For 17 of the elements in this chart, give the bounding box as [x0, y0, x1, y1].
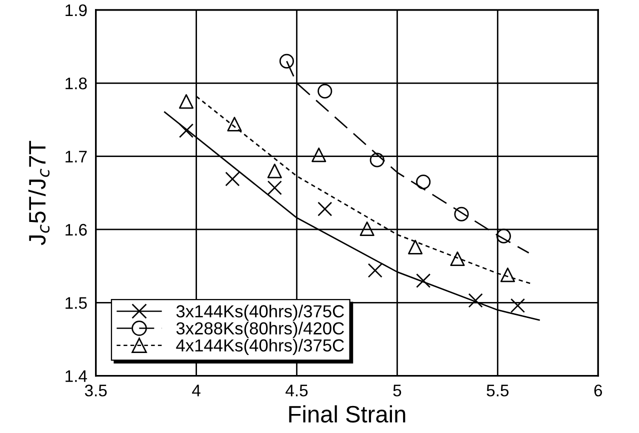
y-tick-label: 1.4 — [66, 370, 88, 382]
y-tick-label: 1.5 — [66, 297, 87, 309]
legend-label: 4x144Ks(40hrs)/375C — [176, 338, 344, 356]
y-tick-label: 1.6 — [66, 224, 87, 236]
x-tick-label: 3.5 — [84, 384, 107, 396]
y-tick-label: 1.8 — [66, 78, 87, 90]
x-tick-label: 5 — [393, 384, 402, 396]
x-tick-label: 4.5 — [286, 384, 308, 396]
y-tick-label: 1.9 — [66, 4, 87, 16]
legend-label: 3x288Ks(80hrs)/420C — [176, 322, 344, 338]
x-tick-label: 4 — [192, 384, 200, 396]
y-tick-label: 1.7 — [66, 150, 87, 162]
y-axis-title: J$_{c}$5T/J$_{c}$7T — [28, 140, 50, 246]
legend-label: 3x144Ks(40hrs)/375C — [176, 304, 344, 321]
x-tick-label: 6 — [594, 384, 602, 396]
x-axis-title: Final Strain — [289, 405, 406, 423]
x-tick-label: 5.5 — [486, 384, 509, 396]
